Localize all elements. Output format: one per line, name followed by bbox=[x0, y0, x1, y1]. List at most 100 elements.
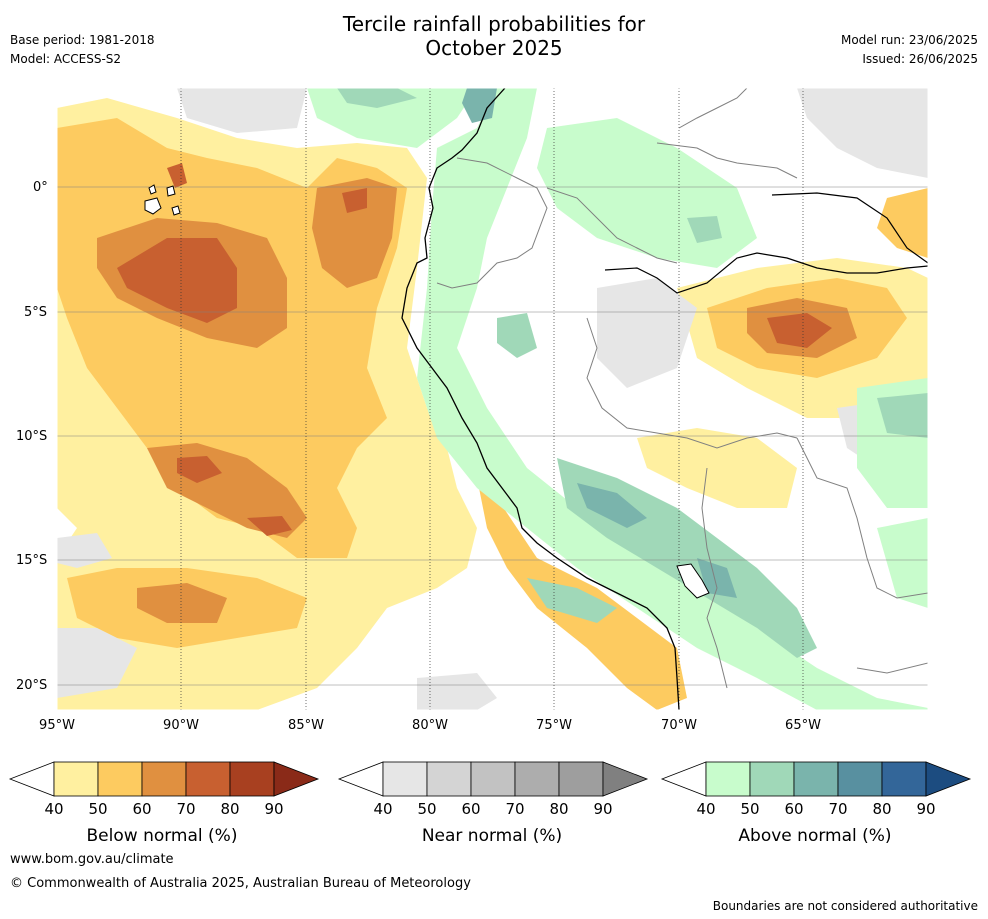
legend-near-swatch bbox=[382, 761, 428, 797]
legend-near-swatch bbox=[470, 761, 516, 797]
below-40-region-bol bbox=[637, 428, 797, 508]
legend-above-tick: 60 bbox=[784, 800, 804, 818]
legend-near-swatch bbox=[514, 761, 560, 797]
legend-below-tick: 60 bbox=[132, 800, 152, 818]
legend-near-tick: 40 bbox=[373, 800, 393, 818]
base-period-text: Base period: 1981-2018 bbox=[10, 33, 155, 47]
legend-above-swatch bbox=[793, 761, 839, 797]
legend-near-swatch bbox=[426, 761, 472, 797]
above-50-region-north bbox=[337, 88, 417, 108]
near-40-region-sw bbox=[57, 628, 137, 698]
near-normal-regions bbox=[57, 88, 928, 710]
above-50-region-c bbox=[877, 393, 928, 438]
country-borders bbox=[436, 88, 928, 689]
galapagos-islands bbox=[144, 184, 181, 216]
legend-below-swatch bbox=[185, 761, 231, 797]
model-text: Model: ACCESS-S2 bbox=[10, 52, 122, 66]
above-60-region-c bbox=[462, 88, 497, 123]
legend-below-extend-high bbox=[273, 761, 320, 797]
lat-label-20s: 20°S bbox=[16, 678, 48, 693]
website-link[interactable]: www.bom.gov.au/climate bbox=[10, 852, 174, 867]
legend-near-tick: 70 bbox=[505, 800, 525, 818]
lake-titicaca bbox=[676, 563, 710, 599]
south-america-coastline bbox=[401, 88, 680, 710]
legend-tick-labels: 40 50 60 70 80 90 40 50 60 70 80 90 40 50 60 70 80 90 bbox=[0, 800, 988, 822]
issued-text: Issued: 26/06/2025 bbox=[862, 52, 978, 66]
legend-near-tick: 90 bbox=[593, 800, 613, 818]
below-60-region-b bbox=[312, 178, 397, 288]
below-70-region-c bbox=[177, 456, 222, 483]
legend-below-tick: 80 bbox=[220, 800, 240, 818]
below-70-region bbox=[117, 238, 237, 323]
lon-label-80w: 80°W bbox=[412, 718, 448, 733]
lat-label-15s: 15°S bbox=[16, 553, 48, 568]
lon-label-70w: 70°W bbox=[661, 718, 697, 733]
legend-above-tick: 80 bbox=[872, 800, 892, 818]
legend-above-extend-low bbox=[660, 761, 707, 797]
above-60-region-b bbox=[697, 558, 737, 598]
below-70-region-b bbox=[342, 188, 367, 213]
legend-near-tick: 60 bbox=[461, 800, 481, 818]
legend-near-tick: 80 bbox=[549, 800, 569, 818]
above-50-region-d bbox=[527, 578, 617, 623]
below-70-region-d bbox=[247, 516, 292, 536]
near-40-region-s bbox=[417, 673, 497, 710]
legend-below-swatch bbox=[229, 761, 275, 797]
map-title: Tercile rainfall probabilities for Octob… bbox=[0, 12, 988, 60]
lat-label-0: 0° bbox=[33, 180, 48, 195]
above-50-region-b bbox=[687, 216, 722, 243]
legend-below-swatch bbox=[97, 761, 143, 797]
legend-above-tick: 70 bbox=[828, 800, 848, 818]
model-run-text: Model run: 23/06/2025 bbox=[840, 33, 978, 47]
legend-above-tick: 90 bbox=[916, 800, 936, 818]
near-40-region-ne bbox=[797, 88, 928, 178]
title-line-1: Tercile rainfall probabilities for bbox=[342, 12, 646, 36]
above-40-region-andes bbox=[417, 88, 928, 710]
legend-near-extend-low bbox=[337, 761, 384, 797]
legend-above-extend-high bbox=[925, 761, 972, 797]
lon-label-90w: 90°W bbox=[163, 718, 199, 733]
lon-label-75w: 75°W bbox=[536, 718, 572, 733]
legend-below-tick: 40 bbox=[44, 800, 64, 818]
below-70-region-east bbox=[767, 313, 832, 348]
above-normal-regions bbox=[307, 88, 928, 710]
disclaimer-text: Boundaries are not considered authoritat… bbox=[712, 899, 978, 913]
legend-above-swatch bbox=[749, 761, 795, 797]
legend-below-tick: 70 bbox=[176, 800, 196, 818]
legend-near-tick: 50 bbox=[417, 800, 437, 818]
legend-above-swatch bbox=[837, 761, 883, 797]
lat-label-5s: 5°S bbox=[24, 305, 48, 320]
legend-title-above: Above normal (%) bbox=[738, 826, 892, 846]
copyright-text: © Commonwealth of Australia 2025, Austra… bbox=[10, 876, 471, 891]
amazon-river-north bbox=[771, 192, 928, 264]
legend-below-swatch bbox=[53, 761, 99, 797]
lat-label-10s: 10°S bbox=[16, 429, 48, 444]
amazon-river bbox=[604, 252, 928, 294]
below-70-region-e bbox=[167, 163, 187, 188]
below-40-region-ne bbox=[877, 188, 928, 258]
lon-label-65w: 65°W bbox=[785, 718, 821, 733]
above-50-region-a bbox=[497, 313, 537, 358]
above-40-region-se bbox=[877, 518, 928, 608]
legend-below-swatch bbox=[141, 761, 187, 797]
legend-below-extend-low bbox=[8, 761, 55, 797]
below-60-region-d bbox=[137, 583, 227, 623]
legend-near-swatch bbox=[558, 761, 604, 797]
legend-near-extend-high bbox=[602, 761, 649, 797]
above-60-region bbox=[577, 483, 647, 528]
graticule bbox=[57, 88, 928, 710]
rainfall-probability-map bbox=[57, 88, 928, 710]
lon-label-95w: 95°W bbox=[39, 718, 75, 733]
near-40-region-nw bbox=[177, 88, 307, 133]
near-40-region-center bbox=[597, 278, 697, 388]
legend-above-tick: 40 bbox=[696, 800, 716, 818]
legend-above-tick: 50 bbox=[740, 800, 760, 818]
lon-label-85w: 85°W bbox=[288, 718, 324, 733]
legend-title-near: Near normal (%) bbox=[421, 826, 563, 846]
title-line-2: October 2025 bbox=[425, 36, 563, 60]
legend-above-swatch bbox=[705, 761, 751, 797]
legend-below-tick: 90 bbox=[264, 800, 284, 818]
legend-above-swatch bbox=[881, 761, 927, 797]
legend-below-tick: 50 bbox=[88, 800, 108, 818]
legend-title-below: Below normal (%) bbox=[86, 826, 238, 846]
